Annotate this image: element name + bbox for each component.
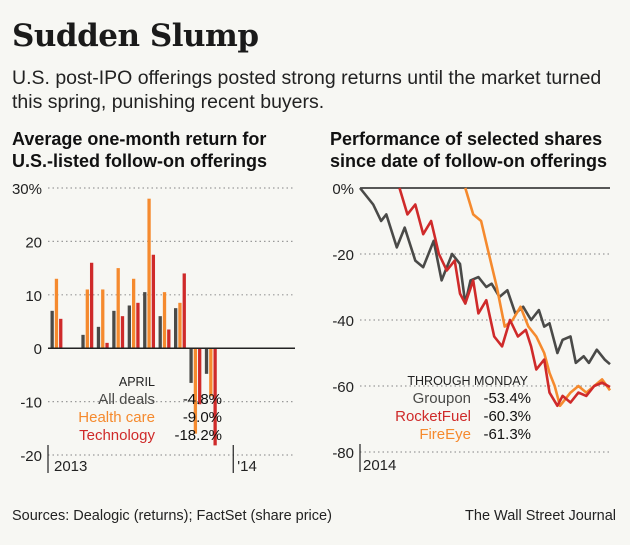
sources-note: Sources: Dealogic (returns); FactSet (sh… (12, 508, 332, 524)
bar (178, 302, 182, 349)
bar (167, 329, 171, 349)
bar (54, 278, 59, 349)
x-tick-label: 2014 (363, 457, 396, 474)
right-panel-title: Performance of selected shares since dat… (330, 128, 607, 172)
legend-label: RocketFuel (395, 408, 471, 425)
bar (198, 348, 202, 405)
bar (127, 305, 131, 349)
credit-note: The Wall Street Journal (465, 508, 616, 524)
bar (116, 268, 120, 349)
bar (189, 348, 193, 383)
left-panel-title-line1: Average one-month return for (12, 129, 267, 149)
bar (59, 318, 63, 349)
bar (151, 254, 156, 349)
bar (136, 302, 140, 349)
bar (174, 308, 178, 349)
legend-value: -18.2% (174, 427, 222, 444)
series-line (464, 187, 612, 408)
y-tick-label: 0% (332, 181, 354, 198)
legend-label: Health care (78, 409, 155, 426)
bar (204, 348, 209, 374)
bar (193, 348, 198, 434)
bar (89, 262, 94, 349)
y-tick-label: 20 (25, 234, 42, 251)
bar (120, 316, 125, 349)
bar (112, 310, 116, 349)
legend-header: APRIL (119, 375, 155, 389)
legend-label: All deals (98, 391, 155, 408)
legend-value: -61.3% (483, 426, 531, 443)
y-tick-label: -60 (332, 379, 354, 396)
series-line (398, 187, 611, 408)
chart-title: Sudden Slump (12, 18, 259, 54)
y-tick-label: -20 (20, 448, 42, 465)
bar (143, 292, 147, 349)
legend-label: FireEye (419, 426, 471, 443)
y-tick-label: -20 (332, 247, 354, 264)
left-panel-title-line2: U.S.-listed follow-on offerings (12, 151, 267, 171)
y-tick-label: 0 (34, 341, 42, 358)
legend-value: -9.0% (183, 409, 222, 426)
bar (213, 348, 217, 446)
right-panel-title-line2: since date of follow-on offerings (330, 151, 608, 171)
bar (101, 289, 105, 349)
legend-value: -60.3% (483, 408, 531, 425)
bar (105, 342, 109, 349)
y-tick-label: -80 (332, 445, 354, 462)
series-line (358, 187, 611, 366)
legend-value: -4.8% (183, 391, 222, 408)
x-tick-label: '14 (237, 458, 257, 475)
bar (81, 334, 85, 349)
legend-header: THROUGH MONDAY (407, 374, 528, 388)
y-tick-label: -10 (20, 395, 42, 412)
bar (50, 310, 54, 349)
bar (131, 278, 136, 349)
y-tick-label: 30% (12, 181, 42, 198)
y-tick-label: -40 (332, 313, 354, 330)
left-panel-title: Average one-month return for U.S.-listed… (12, 128, 267, 172)
bar (162, 292, 167, 349)
x-tick-label: 2013 (54, 458, 87, 475)
right-panel-title-line1: Performance of selected shares (330, 129, 603, 149)
bar (158, 316, 162, 349)
legend-label: Technology (79, 427, 155, 444)
bar (209, 348, 213, 397)
bar (85, 289, 89, 349)
bar (147, 198, 151, 349)
bar (96, 326, 101, 349)
chart-subtitle: U.S. post-IPO offerings posted strong re… (12, 67, 602, 113)
legend-label: Groupon (413, 390, 471, 407)
legend-value: -53.4% (483, 390, 531, 407)
bar (182, 273, 186, 349)
y-tick-label: 10 (25, 288, 42, 305)
